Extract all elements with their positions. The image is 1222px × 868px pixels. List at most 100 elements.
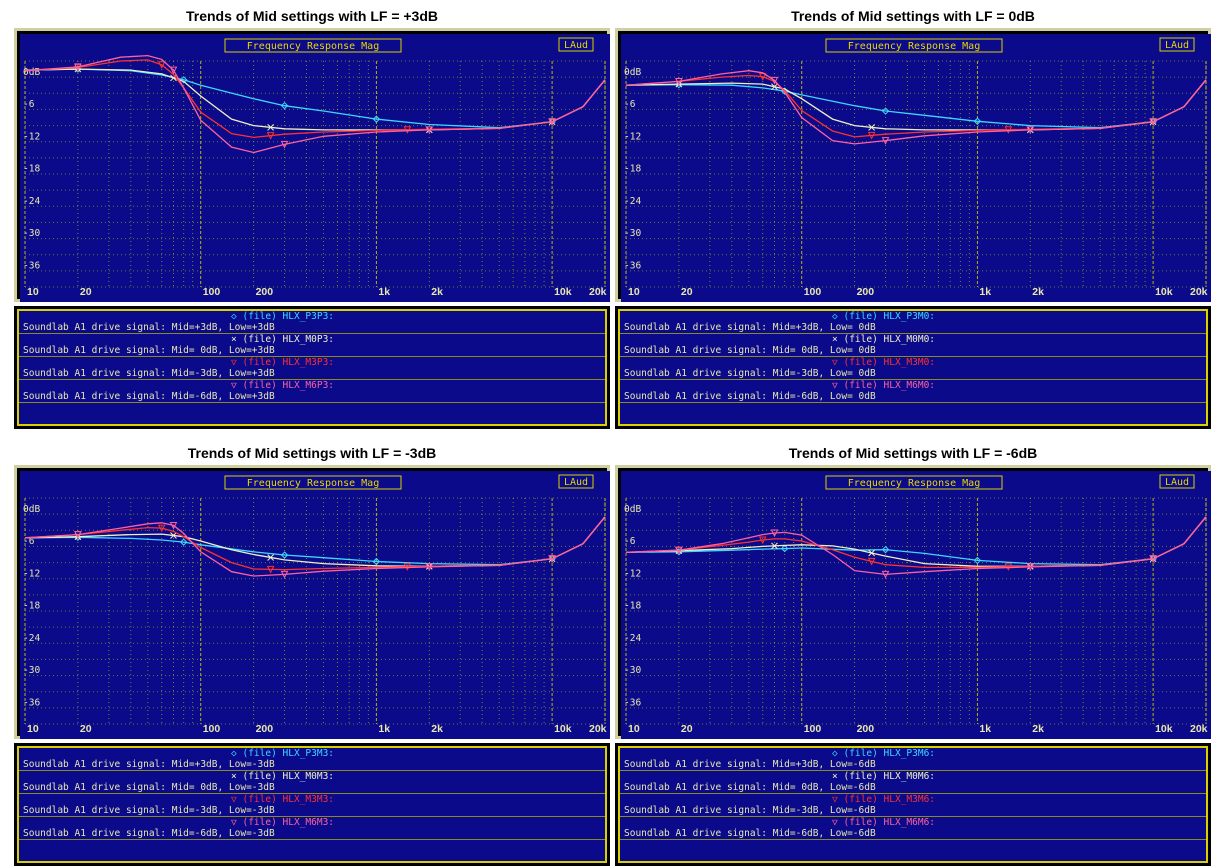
- x-tick-label: 200: [857, 286, 875, 298]
- legend-entry: ◇ (file) HLX_P3M6: Soundlab A1 drive sig…: [620, 748, 1206, 771]
- chart-title: Trends of Mid settings with LF = -6dB: [788, 445, 1038, 461]
- plot-frame: Frequency Response Mag LAud 0dB -6 -12 -18 -24…: [14, 465, 610, 739]
- corner-label: LAud: [1165, 40, 1189, 51]
- legend-desc-line: Soundlab A1 drive signal: Mid=+3dB, Low=…: [624, 759, 876, 770]
- triangle-marker: [403, 563, 412, 571]
- series-line: [24, 54, 606, 154]
- legend-desc-line: Soundlab A1 drive signal: Mid= 0dB, Low=…: [23, 345, 275, 356]
- diamond-marker: [881, 545, 890, 554]
- legend-entry: × (file) HLX_M0M6: Soundlab A1 drive sig…: [620, 771, 1206, 794]
- x-tick-label: 20k: [1190, 723, 1208, 735]
- frequency-response-plot: Frequency Response Mag LAud 0dB -6 -12 -18 -24…: [20, 471, 610, 739]
- y-tick-label: -18: [23, 601, 40, 612]
- y-tick-label: -18: [624, 601, 641, 612]
- x-tick-label: 1k: [979, 723, 991, 735]
- legend-entry: ▽ (file) HLX_M3M3: Soundlab A1 drive sig…: [19, 794, 605, 817]
- triangle-marker-icon: ▽: [231, 357, 237, 368]
- triangle-marker: [1149, 118, 1157, 126]
- y-tick-label: 0dB: [23, 504, 40, 515]
- triangle-marker: [758, 536, 767, 545]
- chart-panel-lf-m3: Trends of Mid settings with LF = -3dB Fr…: [14, 445, 610, 866]
- y-tick-label: -6: [23, 99, 35, 110]
- x-tick-label: 10k: [1155, 723, 1173, 735]
- y-tick-label: -36: [23, 697, 40, 708]
- triangle-marker: [881, 570, 890, 579]
- triangle-marker: [675, 77, 683, 86]
- chart-title: Trends of Mid settings with LF = +3dB: [185, 8, 439, 24]
- x-tick-label: 200: [256, 723, 274, 735]
- y-tick-label: -6: [23, 536, 35, 547]
- x-tick-label: 100: [804, 286, 822, 298]
- triangle-marker: [266, 565, 275, 574]
- legend-file-line: ▽ (file) HLX_M3M6:: [832, 794, 936, 805]
- legend-desc-line: Soundlab A1 drive signal: Mid=-6dB, Low=…: [624, 828, 876, 839]
- legend-file-line: ◇ (file) HLX_P3M3:: [231, 748, 335, 759]
- y-tick-label: -24: [624, 196, 641, 207]
- series-line: [24, 516, 606, 577]
- corner-label: LAud: [564, 40, 588, 51]
- y-tick-label: -12: [23, 131, 40, 142]
- triangle-marker: [1149, 555, 1157, 563]
- legend-file-line: ▽ (file) HLX_M3M0:: [832, 357, 936, 368]
- frame-title-box: [224, 38, 402, 53]
- legend-file-line: ▽ (file) HLX_M3M3:: [231, 794, 335, 805]
- grid: [24, 497, 606, 725]
- legend-desc-line: Soundlab A1 drive signal: Mid=-3dB, Low=…: [624, 368, 876, 379]
- legend-file-line: ◇ (file) HLX_P3P3:: [231, 311, 335, 322]
- legend-desc-line: Soundlab A1 drive signal: Mid= 0dB, Low=…: [624, 345, 876, 356]
- triangle-marker: [867, 557, 876, 566]
- frame-title: Frequency Response Mag: [247, 41, 379, 52]
- y-tick-label: 0dB: [624, 504, 641, 515]
- chart-panel-lf-0: Trends of Mid settings with LF = 0dB Fre…: [615, 8, 1211, 429]
- x-tick-label: 10k: [1155, 286, 1173, 298]
- legend-desc-line: Soundlab A1 drive signal: Mid=-3dB, Low=…: [23, 805, 275, 816]
- triangle-marker: [770, 76, 779, 85]
- legend-entry: ▽ (file) HLX_M3P3: Soundlab A1 drive sig…: [19, 357, 605, 380]
- y-tick-label: -18: [23, 164, 40, 175]
- y-tick-label: -12: [624, 568, 641, 579]
- x-tick-label: 20: [80, 723, 92, 735]
- triangle-marker: [1026, 563, 1035, 571]
- triangle-marker: [157, 524, 166, 533]
- legend-file-line: ▽ (file) HLX_M3P3:: [231, 357, 335, 368]
- plot-frame: Frequency Response Mag LAud 0dB -6 -12 -18 -24…: [615, 28, 1211, 302]
- legend-desc-line: Soundlab A1 drive signal: Mid= 0dB, Low=…: [23, 782, 275, 793]
- y-tick-label: 0dB: [624, 67, 641, 78]
- y-tick-label: -12: [624, 131, 641, 142]
- triangle-marker: [169, 66, 178, 75]
- legend-desc-line: Soundlab A1 drive signal: Mid=+3dB, Low=…: [23, 759, 275, 770]
- triangle-marker: [280, 570, 289, 579]
- diamond-marker: [881, 107, 890, 115]
- legend-desc-line: Soundlab A1 drive signal: Mid=+3dB, Low=…: [624, 322, 876, 333]
- diamond-marker-icon: ◇: [832, 311, 838, 322]
- x-tick-label: 1k: [979, 286, 991, 298]
- y-tick-label: -24: [23, 196, 40, 207]
- y-tick-label: -6: [624, 536, 636, 547]
- x-tick-label: 10: [628, 723, 640, 735]
- x-tick-label: 20k: [589, 286, 607, 298]
- legend-entry: ▽ (file) HLX_M3M6: Soundlab A1 drive sig…: [620, 794, 1206, 817]
- diamond-marker: [372, 557, 381, 566]
- x-tick-label: 20k: [589, 723, 607, 735]
- frequency-response-plot: Frequency Response Mag LAud 0dB -6 -12 -18 -24…: [621, 471, 1211, 739]
- cross-marker: [170, 74, 177, 82]
- diamond-marker: [179, 538, 188, 546]
- legend-entry: × (file) HLX_M0P3: Soundlab A1 drive sig…: [19, 334, 605, 357]
- legend-entry: × (file) HLX_M0M3: Soundlab A1 drive sig…: [19, 771, 605, 794]
- cross-marker-icon: ×: [832, 771, 838, 782]
- x-tick-label: 2k: [1032, 723, 1044, 735]
- diamond-marker: [280, 101, 289, 110]
- legend-file-line: ▽ (file) HLX_M6M0:: [832, 380, 936, 391]
- series-line: [625, 70, 1207, 145]
- legend-file-line: ◇ (file) HLX_P3M6:: [832, 748, 936, 759]
- triangle-marker: [266, 132, 275, 140]
- y-tick-label: -6: [624, 99, 636, 110]
- cross-marker-icon: ×: [832, 334, 838, 345]
- x-tick-label: 10: [27, 286, 39, 298]
- cross-marker: [267, 554, 274, 561]
- legend-entry: ◇ (file) HLX_P3M3: Soundlab A1 drive sig…: [19, 748, 605, 771]
- y-tick-label: -30: [624, 665, 641, 676]
- y-tick-label: -30: [23, 665, 40, 676]
- legend-entry: ▽ (file) HLX_M6M3: Soundlab A1 drive sig…: [19, 817, 605, 840]
- x-tick-label: 2k: [1032, 286, 1044, 298]
